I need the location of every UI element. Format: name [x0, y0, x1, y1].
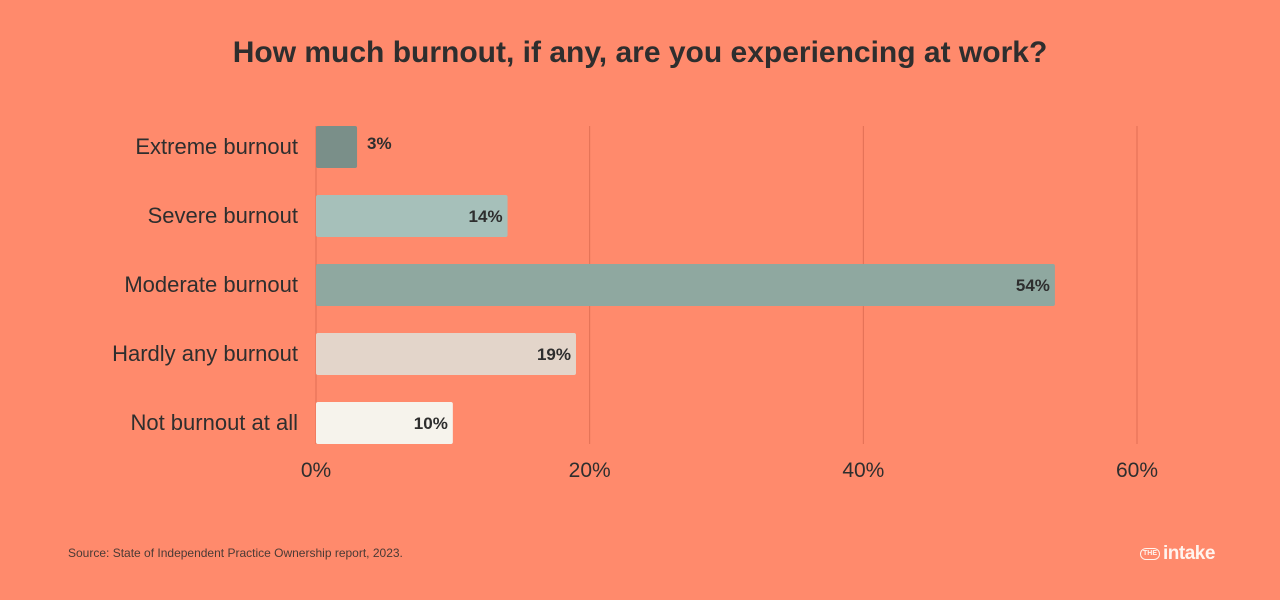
category-label: Moderate burnout [124, 272, 298, 297]
value-label: 3% [367, 134, 392, 153]
bar [316, 264, 1055, 306]
category-label: Extreme burnout [135, 134, 298, 159]
x-tick-label: 60% [1116, 459, 1158, 482]
category-label: Severe burnout [148, 203, 298, 228]
category-label: Hardly any burnout [112, 341, 298, 366]
value-label: 10% [414, 414, 448, 433]
x-tick-label: 20% [569, 459, 611, 482]
value-label: 19% [537, 345, 571, 364]
bar [316, 195, 508, 237]
source-note: Source: State of Independent Practice Ow… [68, 546, 403, 560]
logo-wordmark: intake [1163, 543, 1215, 564]
bar [316, 402, 453, 444]
logo-badge: THE [1140, 548, 1160, 560]
category-label: Not burnout at all [130, 410, 298, 435]
bar [316, 333, 576, 375]
x-tick-label: 0% [301, 459, 331, 482]
x-tick-label: 40% [842, 459, 884, 482]
intake-logo: THE intake [1140, 544, 1215, 564]
value-label: 54% [1016, 276, 1050, 295]
value-label: 14% [469, 207, 503, 226]
bar [316, 126, 358, 168]
chart-title: How much burnout, if any, are you experi… [232, 36, 1048, 69]
